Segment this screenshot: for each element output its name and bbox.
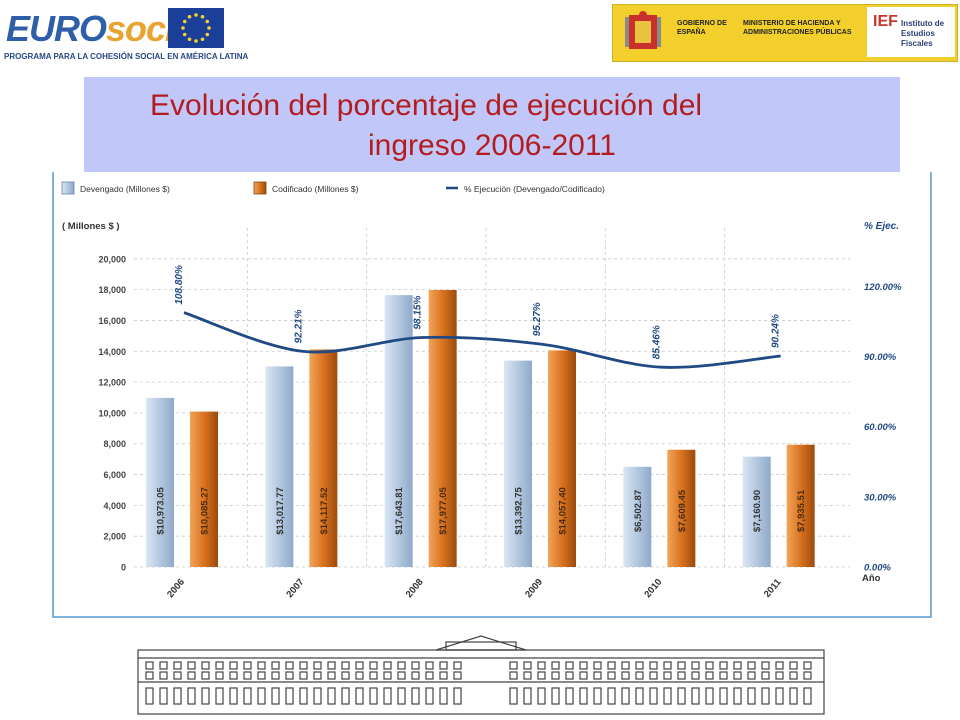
line-label-2011: 90.24% (771, 314, 782, 348)
bar-label-devengado: $13,017.77 (275, 487, 286, 535)
right-tick-label: 90.00% (864, 352, 897, 363)
line-ejecucion (183, 311, 781, 369)
ministerio-text: MINISTERIO DE HACIENDA Y ADMINISTRACIONE… (743, 20, 852, 36)
title-line-1: Evolución del porcentaje de ejecución de… (150, 89, 703, 122)
line-label-2006: 108.80% (174, 265, 185, 305)
right-tick-label: 60.00% (864, 422, 897, 433)
category-label-2008: 2008 (404, 577, 426, 600)
bar-label-devengado: $7,160.90 (752, 490, 763, 532)
bar-label-codificado: $14,117.52 (319, 487, 330, 534)
left-tick-label: 16,000 (98, 316, 126, 326)
line-label-2010: 85.46% (651, 325, 662, 359)
x-axis-title: Año (862, 573, 881, 584)
bar-devengado-2009 (504, 360, 532, 567)
eu-flag-icon (168, 8, 224, 48)
bar-label-devengado: $13,392.75 (514, 487, 525, 535)
legend-label-devengado: Devengado (Millones $) (80, 184, 170, 194)
ief-text: Instituto de Estudios Fiscales (901, 19, 945, 48)
left-tick-label: 10,000 (98, 408, 126, 418)
bar-label-devengado: $6,502.87 (633, 490, 644, 532)
category-label-2011: 2011 (762, 576, 784, 599)
category-label-2007: 2007 (284, 577, 306, 600)
bar-devengado-2011 (742, 456, 771, 567)
bar-devengado-2007 (265, 366, 294, 567)
bar-label-devengado: $17,643.81 (394, 487, 405, 535)
bar-codificado-2009 (548, 350, 576, 567)
legend-swatch-devengado (61, 181, 75, 195)
left-tick-label: 20,000 (98, 254, 126, 264)
eurosocial-logo: EUROsocIAL PROGRAMA PARA LA COHESIÓN SOC… (0, 0, 248, 68)
left-tick-label: 6,000 (103, 470, 126, 480)
government-logo: GOBIERNO DE ESPAÑA MINISTERIO DE HACIEND… (612, 4, 958, 62)
bar-label-codificado: $7,609.45 (677, 489, 688, 532)
category-label-2006: 2006 (165, 577, 187, 600)
legend-swatch-codificado (253, 181, 267, 195)
legend-label-codificado: Codificado (Millones $) (272, 184, 359, 194)
line-label-2007: 92.21% (293, 309, 304, 343)
bar-codificado-2006 (190, 411, 218, 567)
bar-label-codificado: $10,085.27 (200, 487, 211, 535)
line-label-2009: 95.27% (532, 302, 543, 336)
right-tick-label: 30.00% (864, 492, 897, 503)
building-illustration (137, 635, 825, 715)
right-tick-label: 0.00% (864, 563, 891, 574)
bar-devengado-2006 (146, 397, 174, 567)
left-tick-label: 4,000 (103, 501, 126, 511)
bar-label-codificado: $14,057.40 (558, 487, 569, 535)
title-banner: Evolución del porcentaje de ejecución de… (84, 77, 900, 175)
bar-codificado-2007 (309, 349, 338, 567)
left-tick-label: 8,000 (103, 439, 126, 449)
title-line-2: ingreso 2006-2011 (368, 129, 616, 162)
right-tick-label: 120.00% (864, 282, 902, 293)
bar-label-codificado: $17,977.05 (438, 487, 449, 535)
bar-codificado-2010 (667, 449, 696, 567)
left-tick-label: 0 (121, 563, 126, 573)
right-axis-title: % Ejec. (864, 221, 899, 232)
legend-label-ejecucion: % Ejecución (Devengado/Codificado) (464, 184, 605, 194)
gobierno-text: GOBIERNO DE ESPAÑA (677, 20, 727, 36)
eurosocial-tagline: PROGRAMA PARA LA COHESIÓN SOCIAL EN AMÉR… (4, 52, 249, 61)
bar-codificado-2011 (786, 444, 815, 567)
line-label-2008: 98.15% (413, 296, 424, 330)
category-label-2009: 2009 (523, 577, 545, 600)
ief-logo: IEF Instituto de Estudios Fiscales (867, 7, 955, 57)
bar-label-codificado: $7,935.51 (796, 489, 807, 532)
category-label-2010: 2010 (642, 577, 664, 600)
bar-devengado-2010 (623, 466, 652, 567)
eurosocial-word-a: EURO (6, 8, 107, 49)
left-axis-title: ( Millones $ ) (62, 221, 120, 232)
left-tick-label: 14,000 (98, 347, 126, 357)
coat-of-arms-icon (625, 11, 661, 49)
left-tick-label: 12,000 (98, 378, 126, 388)
left-tick-label: 2,000 (103, 532, 126, 542)
ief-mark: IEF (873, 13, 898, 30)
header: EUROsocIAL PROGRAMA PARA LA COHESIÓN SOC… (0, 0, 960, 72)
left-tick-label: 18,000 (98, 285, 126, 295)
bar-label-devengado: $10,973.05 (156, 487, 167, 535)
